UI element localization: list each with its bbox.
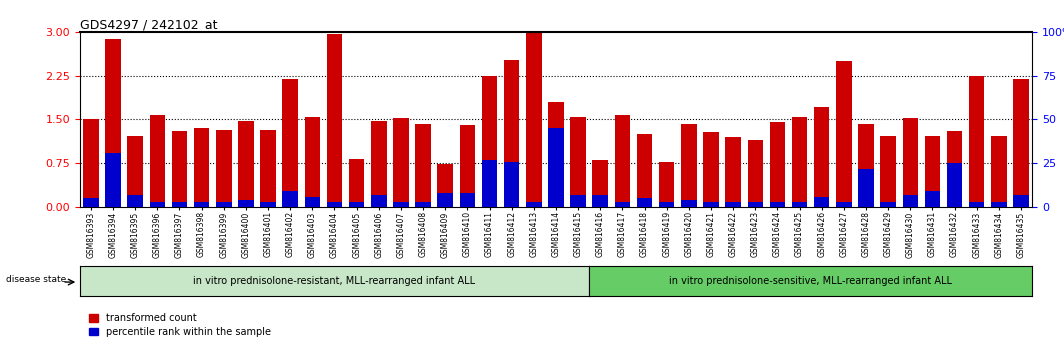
Bar xyxy=(925,191,941,207)
Bar xyxy=(726,137,741,207)
Bar xyxy=(681,124,697,207)
Bar xyxy=(615,115,630,207)
Bar xyxy=(1013,79,1029,207)
Bar xyxy=(659,202,675,207)
Bar xyxy=(570,116,586,207)
Bar xyxy=(748,202,763,207)
Bar xyxy=(304,196,320,207)
Bar xyxy=(171,202,187,207)
Bar xyxy=(349,202,364,207)
Bar xyxy=(726,202,741,207)
Bar xyxy=(105,153,121,207)
Bar xyxy=(327,34,343,207)
Bar xyxy=(327,202,343,207)
Bar xyxy=(504,161,519,207)
Text: disease state: disease state xyxy=(6,275,67,284)
Bar xyxy=(925,136,941,207)
Bar xyxy=(238,121,253,207)
Bar xyxy=(748,140,763,207)
Bar xyxy=(636,198,652,207)
Bar xyxy=(792,202,808,207)
Bar xyxy=(482,76,497,207)
Bar xyxy=(415,124,431,207)
Bar xyxy=(394,202,409,207)
Legend: transformed count, percentile rank within the sample: transformed count, percentile rank withi… xyxy=(85,309,275,341)
Bar xyxy=(371,195,386,207)
Bar xyxy=(194,128,210,207)
Bar xyxy=(880,202,896,207)
Bar xyxy=(659,161,675,207)
Bar xyxy=(593,195,608,207)
Bar xyxy=(880,136,896,207)
Bar xyxy=(947,163,962,207)
Bar xyxy=(703,202,718,207)
Bar xyxy=(415,202,431,207)
Bar xyxy=(282,79,298,207)
Bar xyxy=(216,202,232,207)
Bar xyxy=(437,165,453,207)
Bar xyxy=(150,115,165,207)
Bar xyxy=(194,202,210,207)
Text: GDS4297 / 242102_at: GDS4297 / 242102_at xyxy=(80,18,217,31)
Bar xyxy=(171,131,187,207)
Bar xyxy=(216,130,232,207)
Bar xyxy=(371,121,386,207)
Text: in vitro prednisolone-sensitive, MLL-rearranged infant ALL: in vitro prednisolone-sensitive, MLL-rea… xyxy=(669,275,952,286)
Bar xyxy=(902,118,918,207)
Bar xyxy=(814,196,830,207)
Bar xyxy=(636,134,652,207)
Bar xyxy=(105,39,121,207)
Bar xyxy=(150,202,165,207)
Bar xyxy=(836,61,851,207)
Bar xyxy=(814,107,830,207)
Bar xyxy=(615,202,630,207)
Bar xyxy=(238,200,253,207)
Bar xyxy=(859,124,874,207)
Bar xyxy=(570,195,586,207)
Bar xyxy=(859,169,874,207)
Bar xyxy=(460,193,476,207)
Bar xyxy=(460,125,476,207)
Bar xyxy=(991,202,1007,207)
Bar xyxy=(128,136,143,207)
Bar xyxy=(969,76,984,207)
Bar xyxy=(792,116,808,207)
Bar xyxy=(128,195,143,207)
Bar xyxy=(526,32,542,207)
Bar xyxy=(548,102,564,207)
Bar xyxy=(969,202,984,207)
Bar xyxy=(261,130,276,207)
Bar xyxy=(83,120,99,207)
Bar xyxy=(261,202,276,207)
Bar xyxy=(947,131,962,207)
Bar xyxy=(349,159,364,207)
Bar xyxy=(703,132,718,207)
Bar xyxy=(548,128,564,207)
Bar xyxy=(83,198,99,207)
Bar xyxy=(1013,195,1029,207)
Bar xyxy=(504,60,519,207)
Bar xyxy=(304,116,320,207)
Bar xyxy=(836,202,851,207)
Bar xyxy=(769,122,785,207)
Bar xyxy=(593,160,608,207)
Bar xyxy=(437,193,453,207)
Bar xyxy=(282,191,298,207)
Bar xyxy=(394,118,409,207)
Bar xyxy=(991,136,1007,207)
Bar xyxy=(681,200,697,207)
Bar xyxy=(769,202,785,207)
Text: in vitro prednisolone-resistant, MLL-rearranged infant ALL: in vitro prednisolone-resistant, MLL-rea… xyxy=(194,275,476,286)
Bar xyxy=(526,202,542,207)
Bar xyxy=(902,195,918,207)
Bar xyxy=(482,160,497,207)
